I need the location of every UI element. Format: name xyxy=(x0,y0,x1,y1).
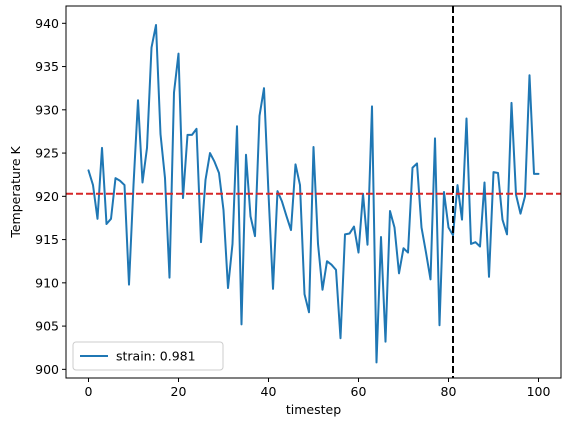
axes: 0 20 40 60 80 100 900 905 910 915 920 925 930 935 940 xyxy=(35,5,562,399)
x-axis-label: timestep xyxy=(286,402,341,417)
x-tick-label: 80 xyxy=(441,384,457,399)
x-tick-label: 60 xyxy=(351,384,367,399)
series-line-0 xyxy=(87,24,540,364)
y-tick-label: 900 xyxy=(35,362,59,377)
x-tick-label: 20 xyxy=(171,384,187,399)
legend-box xyxy=(72,341,224,371)
x-tick-label: 0 xyxy=(85,384,93,399)
axes-frame xyxy=(65,5,562,379)
legend-entry: strain: 0.981 xyxy=(116,349,196,364)
legend: strain: 0.981 xyxy=(72,341,224,371)
x-tick-label: 100 xyxy=(527,384,551,399)
y-tick-label: 940 xyxy=(35,16,59,31)
y-tick-label: 925 xyxy=(35,146,59,161)
y-tick-label: 920 xyxy=(35,189,59,204)
y-tick-label: 905 xyxy=(35,319,59,334)
y-tick-label: 930 xyxy=(35,102,59,117)
plot-area xyxy=(66,6,561,378)
x-tick-label: 40 xyxy=(261,384,277,399)
y-tick-label: 910 xyxy=(35,275,59,290)
y-axis-label: Temperature K xyxy=(8,146,23,239)
y-tick-label: 935 xyxy=(35,59,59,74)
y-tick-label: 915 xyxy=(35,232,59,247)
